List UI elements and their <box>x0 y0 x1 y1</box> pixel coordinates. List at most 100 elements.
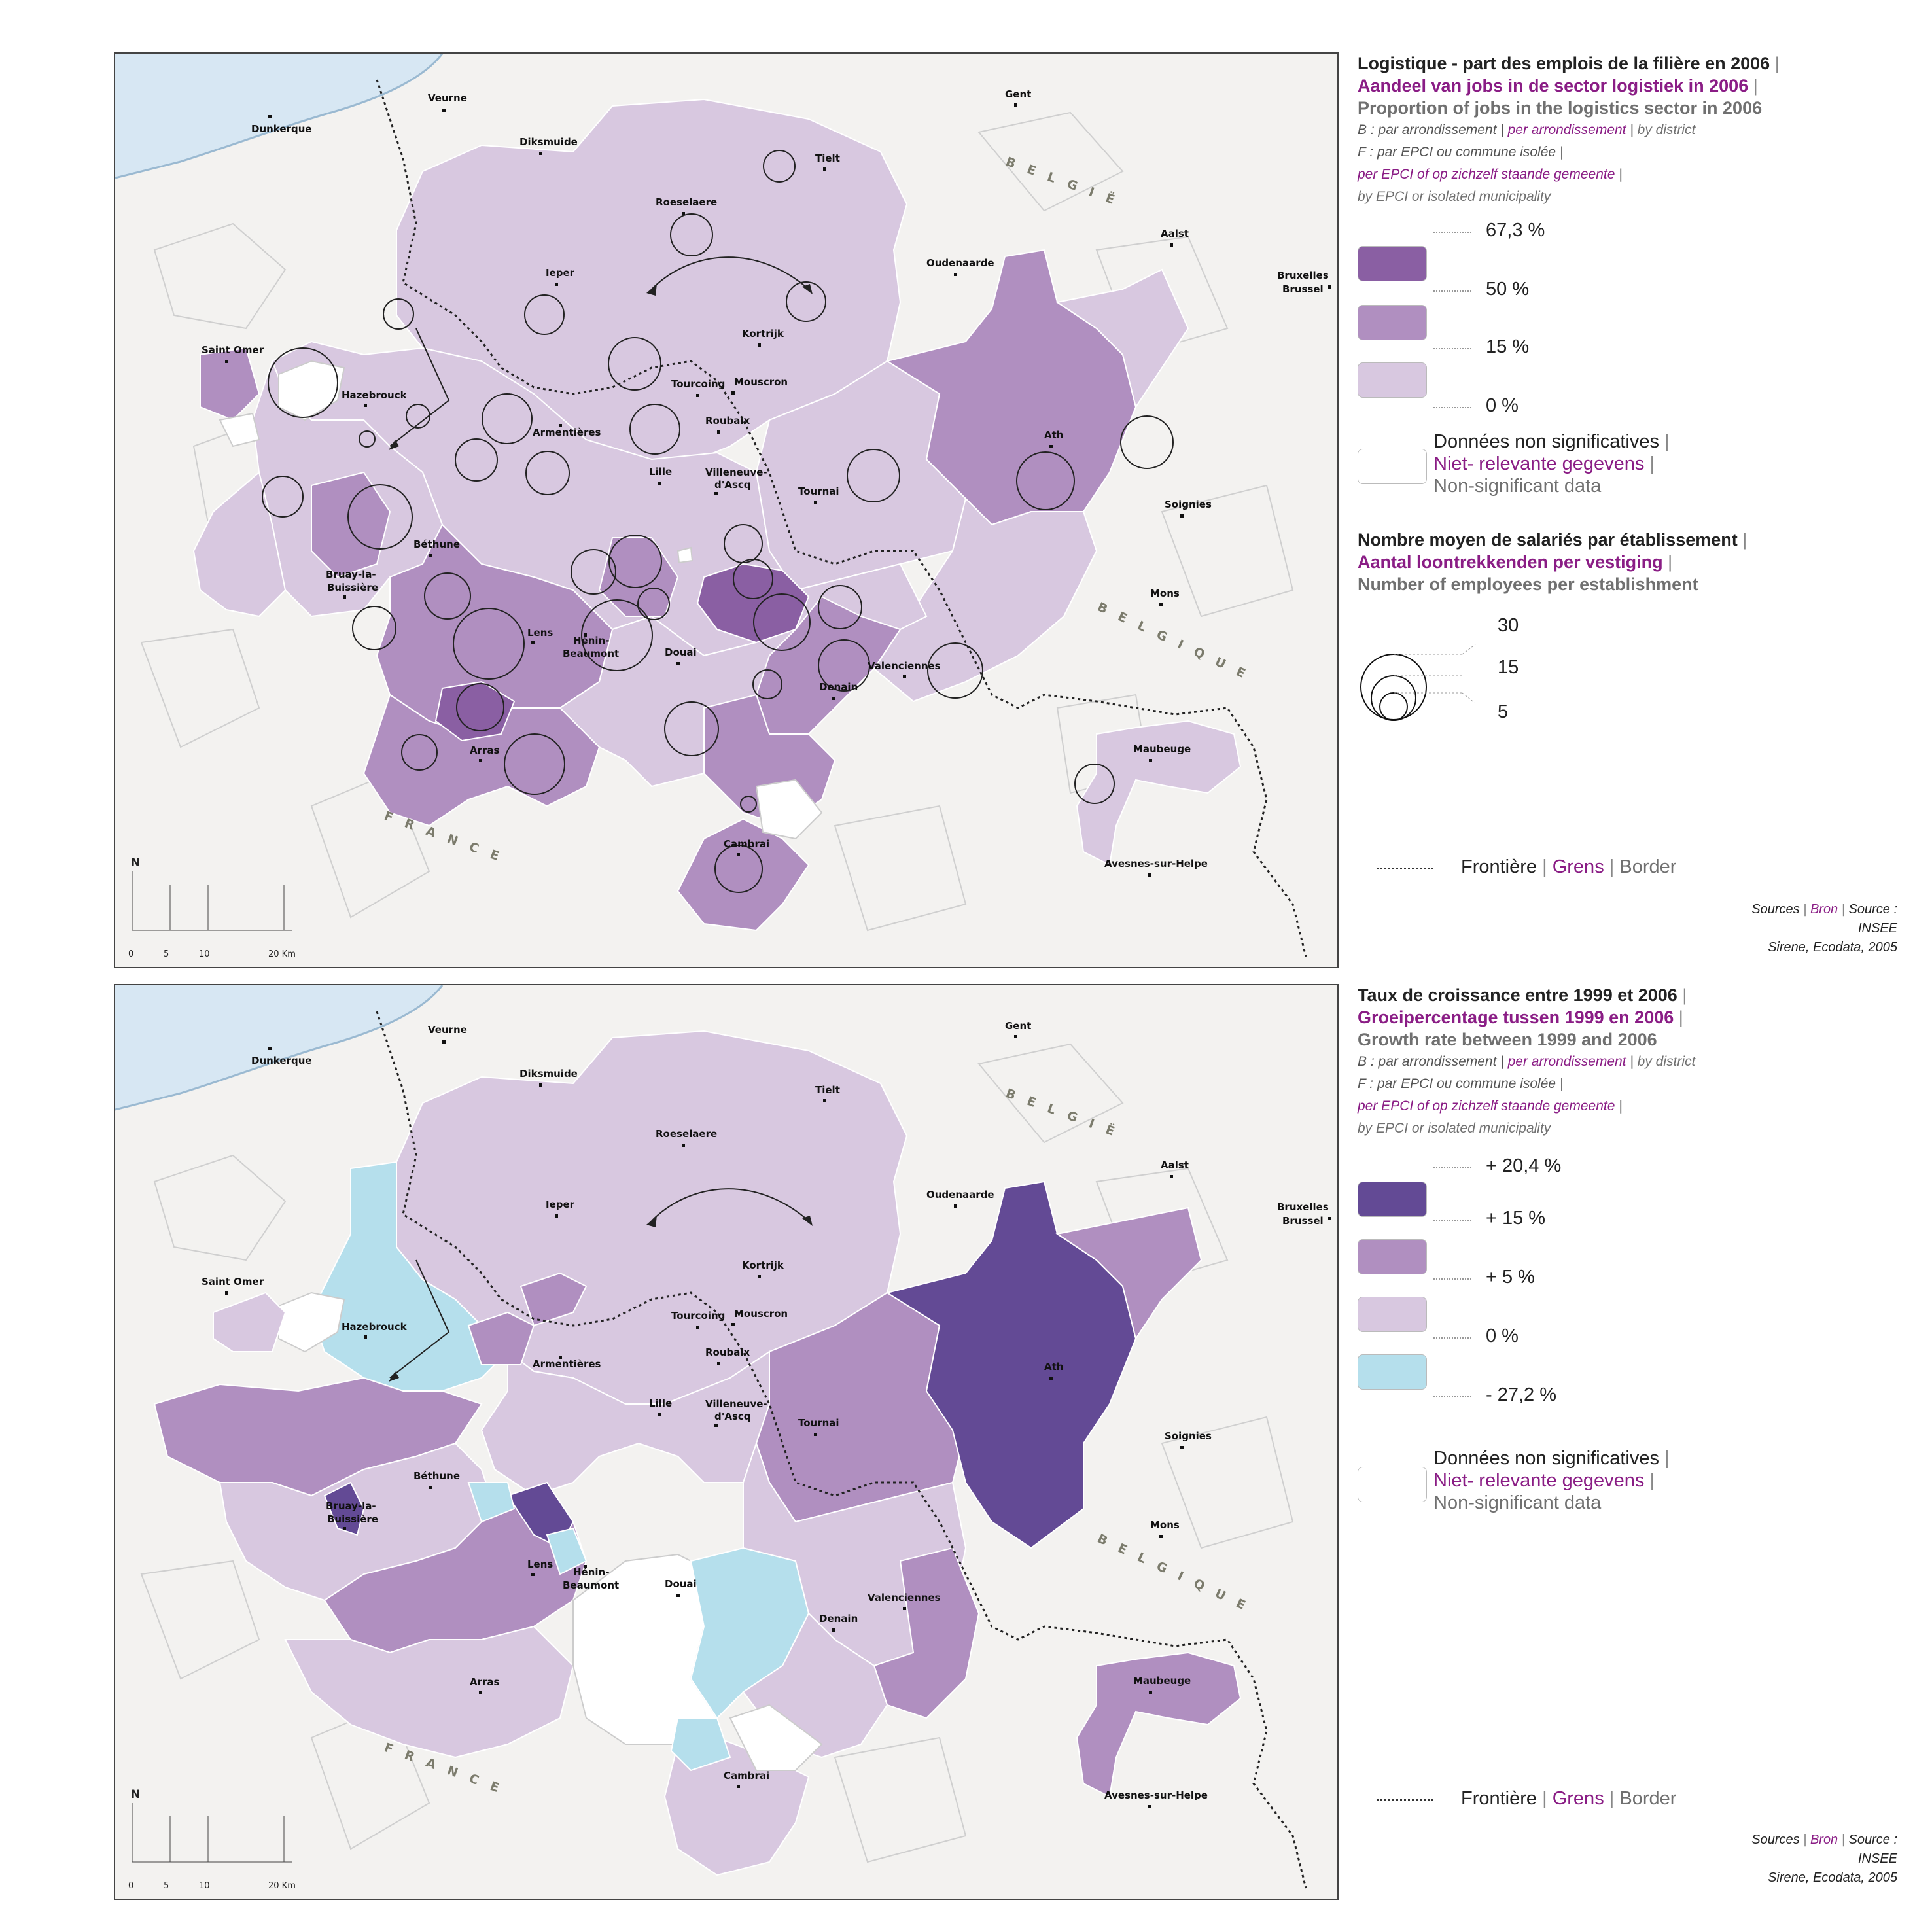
circle-symbol <box>571 549 616 595</box>
city-label: Béthune <box>413 1470 460 1482</box>
legend-break: 15 % <box>1486 336 1530 357</box>
map-logistics-share: BELGIË BELGIQUE FRANCE Dunkerque Veurne … <box>114 52 1339 968</box>
city-label: Buissière <box>327 1513 378 1525</box>
circle-symbol <box>670 213 713 256</box>
legend-b-nl: per arrondissement <box>1507 1054 1626 1069</box>
circle-symbol <box>581 599 653 671</box>
legend-circles-fr: Nombre moyen de salariés par établisseme… <box>1358 530 1738 550</box>
svg-text:20 Km: 20 Km <box>268 949 296 959</box>
circle-symbol <box>608 535 662 588</box>
city-label: Ath <box>1044 429 1063 441</box>
scale-bar: N 0 5 10 20 Km <box>128 1788 296 1891</box>
legend-break: 67,3 % <box>1486 220 1545 241</box>
region-cambrai <box>676 818 810 932</box>
circle-symbol <box>1016 451 1075 510</box>
city-label: Ieper <box>546 267 575 279</box>
circle-symbol <box>453 608 525 680</box>
map-growth-rate: BELGIË BELGIQUE FRANCE Dunkerque Veurne … <box>114 984 1339 1900</box>
city-labels: Dunkerque Veurne Diksmuide Gent Tielt Ro… <box>202 88 1331 877</box>
city-label: Beaumont <box>563 648 619 659</box>
city-label: Lille <box>649 466 672 478</box>
city-label: Kortrijk <box>742 328 784 340</box>
legend-nsd-nl: Niet- relevante gegevens <box>1433 1470 1645 1491</box>
legend-circle-sizes <box>1360 644 1476 721</box>
city-label: Maubeuge <box>1133 743 1191 755</box>
svg-text:20 Km: 20 Km <box>268 1881 296 1891</box>
legend-break: + 5 % <box>1486 1267 1535 1288</box>
region-bruay-dark <box>323 1481 365 1536</box>
legend-border-label: Frontière | Grens | Border <box>1461 1788 1677 1809</box>
legend-circles-en: Number of employees per establishment <box>1358 574 1698 594</box>
city-label: Bruay-la- <box>326 569 376 580</box>
city-label: Roubaix <box>705 1346 750 1358</box>
circle-symbol <box>347 484 413 550</box>
city-label: Béthune <box>413 538 460 550</box>
region-henin-blue <box>467 1482 516 1523</box>
city-label: Diksmuide <box>519 1068 578 1080</box>
city-label: Aalst <box>1161 228 1189 239</box>
svg-text:N: N <box>131 1788 140 1801</box>
legend-swatch-mid <box>1358 1239 1427 1274</box>
city-label: Tournai <box>798 1417 839 1429</box>
region-west-purple <box>200 347 260 421</box>
city-label: Brussel <box>1282 1215 1324 1227</box>
legend-border-symbol <box>1377 868 1433 869</box>
svg-text:5: 5 <box>164 949 169 959</box>
legend-nsd-fr: Données non significatives <box>1433 1448 1659 1469</box>
legend-title-fr: Logistique - part des emplois de la fili… <box>1358 54 1770 73</box>
city-label: Tielt <box>815 152 840 164</box>
city-label: Veurne <box>428 92 467 104</box>
legend-f-nl: per EPCI of op zichzelf staande gemeente <box>1358 1098 1615 1114</box>
arrow-curve <box>651 256 809 290</box>
circle-symbol <box>482 393 533 444</box>
city-label: Mons <box>1150 1519 1180 1531</box>
city-label: Buissière <box>327 582 378 593</box>
region-nsd-small <box>676 546 694 564</box>
city-label: Beaumont <box>563 1579 619 1591</box>
circle-symbol <box>608 337 661 391</box>
city-label: Denain <box>819 1613 858 1625</box>
city-label: Roeselaere <box>656 196 717 208</box>
city-label: Saint Omer <box>202 1276 264 1288</box>
city-label: Hazebrouck <box>342 389 408 401</box>
circle-symbol <box>818 639 870 692</box>
city-label: Ath <box>1044 1361 1063 1373</box>
city-label: Denain <box>819 681 858 693</box>
svg-text:10: 10 <box>199 1881 210 1891</box>
city-label: Hénin- <box>573 635 609 646</box>
circle-symbol <box>455 438 498 482</box>
legend-swatch-negative <box>1358 1354 1427 1390</box>
legend-b-nl: per arrondissement <box>1507 122 1626 137</box>
circle-symbol <box>818 585 862 629</box>
legend-swatch-nsd <box>1358 449 1427 484</box>
circle-symbol <box>740 796 757 813</box>
city-label: Brussel <box>1282 283 1324 295</box>
city-label: Gent <box>1005 1020 1031 1032</box>
legend-circles-nl: Aantal loontrekkenden per vestiging <box>1358 552 1663 572</box>
city-label: Cambrai <box>724 1770 769 1782</box>
region-cambrai <box>663 1736 810 1876</box>
map-logistics-share-canvas: BELGIË BELGIQUE FRANCE Dunkerque Veurne … <box>115 54 1331 959</box>
city-label: Aalst <box>1161 1159 1189 1171</box>
region-arras <box>284 1625 574 1759</box>
legend-b-fr: B : par arrondissement <box>1358 122 1497 137</box>
city-label: Arras <box>470 745 500 756</box>
arrow-curve <box>651 1188 809 1221</box>
circle-symbol <box>637 588 670 620</box>
city-label: Valenciennes <box>868 1592 941 1604</box>
legend-swatch-low <box>1358 1297 1427 1332</box>
region-henin <box>598 537 679 617</box>
circle-symbol <box>847 449 900 502</box>
arrow-line <box>389 1259 450 1379</box>
frontier-line <box>376 1011 1307 1889</box>
circle-symbol <box>629 404 680 455</box>
city-label: Arras <box>470 1676 500 1688</box>
circle-symbol <box>752 669 782 699</box>
region-maubeuge <box>1076 720 1242 866</box>
circle-symbol <box>714 845 763 893</box>
region-valenciennes <box>755 595 902 735</box>
legend-circle-value: 5 <box>1498 701 1509 722</box>
region-armentieres-purple <box>467 1311 535 1365</box>
legend-f-en: by EPCI or isolated municipality <box>1358 1121 1551 1136</box>
city-label: Lens <box>527 627 553 639</box>
